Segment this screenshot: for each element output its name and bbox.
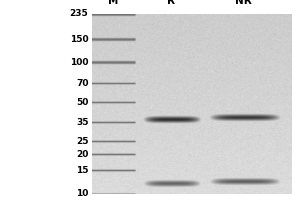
- Text: 150: 150: [70, 35, 88, 44]
- Text: 20: 20: [76, 150, 88, 159]
- Text: M: M: [108, 0, 118, 6]
- Text: NR: NR: [235, 0, 251, 6]
- Text: 100: 100: [70, 58, 88, 67]
- Text: 10: 10: [76, 190, 88, 198]
- Text: 50: 50: [76, 98, 88, 107]
- Text: 35: 35: [76, 118, 88, 127]
- Text: 25: 25: [76, 137, 88, 146]
- Text: 15: 15: [76, 166, 88, 175]
- Text: 235: 235: [70, 9, 88, 19]
- Text: R: R: [167, 0, 175, 6]
- Text: 70: 70: [76, 79, 88, 88]
